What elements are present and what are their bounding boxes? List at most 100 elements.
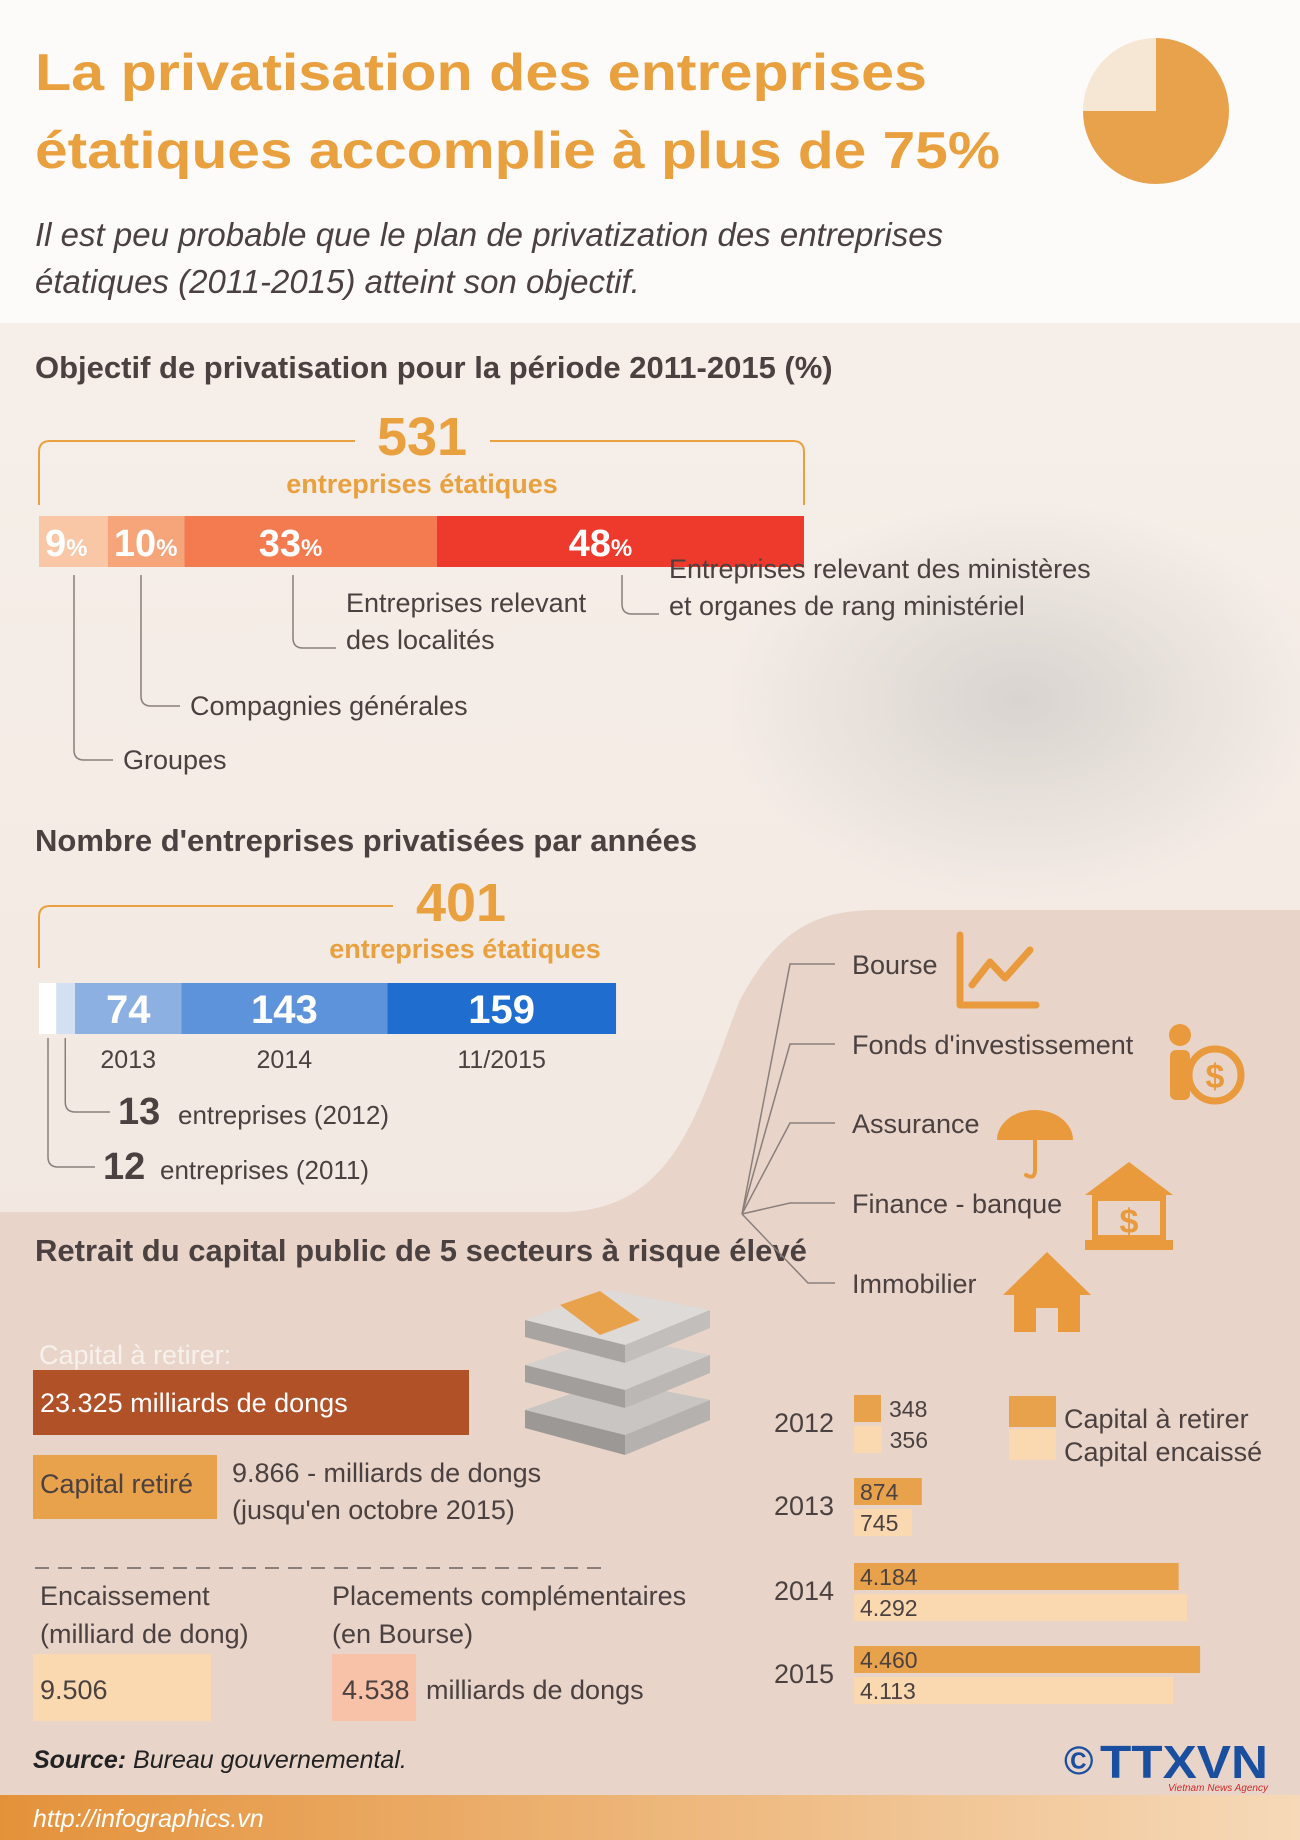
placements-label: (en Bourse) xyxy=(332,1619,473,1649)
icon-assurance xyxy=(1024,1138,1037,1179)
segment-unit: % xyxy=(156,535,177,562)
bar-value-label: 356 xyxy=(890,1427,928,1453)
bar xyxy=(854,1395,882,1422)
withdrawn-label: Capital retiré xyxy=(40,1469,193,1499)
section-heading: Objectif de privatisation pour la périod… xyxy=(35,350,833,385)
target-segment xyxy=(184,516,437,567)
sector-label: Bourse xyxy=(852,950,938,980)
year-segment xyxy=(74,983,182,1034)
bar xyxy=(854,1426,882,1453)
segment-number: 33 xyxy=(259,523,301,565)
year-segment xyxy=(181,983,388,1034)
segment-label: et organes de rang ministériel xyxy=(669,591,1025,621)
segment-value: 143 xyxy=(251,988,318,1032)
collection-value: 9.506 xyxy=(40,1675,108,1705)
segment-number: 10 xyxy=(114,523,156,565)
segment-label: des localités xyxy=(346,625,495,655)
year-segment xyxy=(387,983,617,1034)
target-segment xyxy=(39,516,108,567)
bar-value-label: 348 xyxy=(889,1396,927,1422)
sector-line xyxy=(741,1213,835,1284)
capital-label: Capital à retirer: xyxy=(39,1340,231,1370)
segment-unit: % xyxy=(66,535,87,562)
sector-line xyxy=(741,963,835,1215)
placements-unit: milliards de dongs xyxy=(426,1675,644,1705)
year-label: 2013 xyxy=(774,1491,834,1521)
collection-box xyxy=(33,1654,211,1721)
year-segment xyxy=(56,983,75,1034)
segment-label: Compagnies générales xyxy=(190,691,468,721)
target-segment xyxy=(436,516,804,567)
bar-value-label: 874 xyxy=(860,1479,899,1505)
period-label: 2014 xyxy=(257,1046,313,1074)
bar-value-label: 745 xyxy=(860,1510,898,1536)
year-label: 2014 xyxy=(774,1576,834,1606)
legend-swatch xyxy=(1009,1429,1056,1460)
logo-tagline: Vietnam News Agency xyxy=(1168,1783,1269,1794)
bar xyxy=(854,1677,1174,1704)
icon-assurance xyxy=(997,1110,1073,1140)
segment-number: 9 xyxy=(45,523,66,565)
period-label: 11/2015 xyxy=(457,1046,546,1074)
sector-line xyxy=(741,1122,835,1215)
year-label: 2015 xyxy=(774,1659,834,1689)
year-label: 2012 xyxy=(774,1408,834,1438)
title-line: La privatisation des entreprises xyxy=(35,44,927,102)
legend-label: Capital à retirer xyxy=(1064,1404,1249,1434)
count-number: 12 xyxy=(103,1146,145,1188)
icon-finance xyxy=(1092,1195,1166,1241)
segment-label: Entreprises relevant xyxy=(346,588,587,618)
icon-immobilier xyxy=(1003,1252,1091,1332)
logo-symbol: © xyxy=(1064,1739,1093,1783)
period-label: 2013 xyxy=(100,1046,156,1074)
bracket xyxy=(38,905,393,968)
segment-value: 9% xyxy=(45,523,87,565)
leader-line xyxy=(140,575,180,707)
legend-label: Capital encaissé xyxy=(1064,1437,1262,1467)
segment-value: 48% xyxy=(569,523,633,565)
withdrawn-box xyxy=(33,1455,217,1519)
count-label: entreprises (2012) xyxy=(178,1100,389,1130)
sector-label: Fonds d'investissement xyxy=(852,1030,1134,1060)
source: Source: Bureau gouvernemental. xyxy=(33,1746,407,1774)
target-segment xyxy=(107,516,185,567)
sector-label: Finance - banque xyxy=(852,1189,1062,1219)
sector-label: Immobilier xyxy=(852,1269,977,1299)
placements-box xyxy=(332,1654,416,1721)
source-label: Source: xyxy=(33,1746,126,1774)
subtitle-line: Il est peu probable que le plan de priva… xyxy=(35,216,943,253)
url: http://infographics.vn xyxy=(33,1805,264,1833)
bar xyxy=(854,1594,1188,1621)
segment-unit: % xyxy=(301,535,322,562)
bar-value-label: 4.460 xyxy=(860,1647,918,1673)
icon-fonds: $ xyxy=(1206,1058,1225,1096)
logo-name: TTXVN xyxy=(1100,1736,1268,1788)
bracket xyxy=(38,440,805,505)
bar-value-label: 4.292 xyxy=(860,1595,918,1621)
segment-value: 33% xyxy=(259,523,323,565)
header-bg xyxy=(0,0,1300,323)
icon-fonds xyxy=(1169,1024,1191,1046)
leader-line xyxy=(292,575,336,649)
total: 401 xyxy=(416,873,506,933)
sector-line xyxy=(741,1043,835,1215)
bar-value-label: 4.113 xyxy=(860,1678,916,1704)
icon-fonds xyxy=(1185,1045,1245,1105)
placements-value: 4.538 xyxy=(342,1675,410,1705)
bar xyxy=(854,1646,1201,1673)
legend-swatch xyxy=(1009,1396,1056,1427)
segment-number: 48 xyxy=(569,523,611,565)
source-text: Bureau gouvernemental. xyxy=(133,1746,407,1774)
segment-unit: % xyxy=(611,535,632,562)
puzzle-decoration xyxy=(720,500,1300,900)
sector-label: Assurance xyxy=(852,1109,980,1139)
withdrawn-amount: 9.866 - milliards de dongs xyxy=(232,1458,541,1488)
section-heading: Nombre d'entreprises privatisées par ann… xyxy=(35,823,697,858)
icon-fonds xyxy=(1170,1050,1190,1100)
leader-line xyxy=(47,1038,95,1168)
count-label: entreprises (2011) xyxy=(160,1155,369,1185)
sector-line xyxy=(741,1202,835,1215)
icon-finance xyxy=(1085,1240,1173,1250)
total: 531 xyxy=(377,407,467,467)
